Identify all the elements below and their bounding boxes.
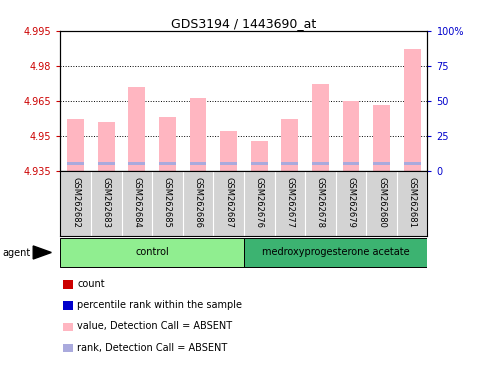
Text: agent: agent xyxy=(2,248,30,258)
Text: GSM262679: GSM262679 xyxy=(346,177,355,228)
Text: GSM262683: GSM262683 xyxy=(102,177,111,228)
Text: count: count xyxy=(77,279,105,289)
Text: control: control xyxy=(135,247,169,257)
Bar xyxy=(282,162,298,165)
Text: value, Detection Call = ABSENT: value, Detection Call = ABSENT xyxy=(77,321,232,331)
Bar xyxy=(60,238,244,267)
Bar xyxy=(67,162,84,165)
Text: percentile rank within the sample: percentile rank within the sample xyxy=(77,300,242,310)
Polygon shape xyxy=(33,246,51,259)
Text: rank, Detection Call = ABSENT: rank, Detection Call = ABSENT xyxy=(77,343,227,353)
Bar xyxy=(220,162,237,165)
Bar xyxy=(67,119,84,171)
Bar xyxy=(282,119,298,171)
Text: GSM262685: GSM262685 xyxy=(163,177,172,228)
Text: GSM262680: GSM262680 xyxy=(377,177,386,228)
Title: GDS3194 / 1443690_at: GDS3194 / 1443690_at xyxy=(171,17,316,30)
Bar xyxy=(98,162,114,165)
Bar xyxy=(312,84,329,171)
Bar xyxy=(373,162,390,165)
Bar xyxy=(251,162,268,165)
Bar xyxy=(128,87,145,171)
Text: GSM262686: GSM262686 xyxy=(194,177,202,228)
Bar xyxy=(342,162,359,165)
Bar xyxy=(190,98,206,171)
Bar xyxy=(373,106,390,171)
Text: GSM262677: GSM262677 xyxy=(285,177,294,228)
Text: GSM262682: GSM262682 xyxy=(71,177,80,228)
Bar xyxy=(159,117,176,171)
Text: GSM262687: GSM262687 xyxy=(224,177,233,228)
Text: GSM262681: GSM262681 xyxy=(408,177,417,228)
Bar xyxy=(342,101,359,171)
Bar xyxy=(159,162,176,165)
Bar xyxy=(404,50,421,171)
Bar xyxy=(251,141,268,171)
Bar xyxy=(128,162,145,165)
Text: medroxyprogesterone acetate: medroxyprogesterone acetate xyxy=(262,247,410,257)
Text: GSM262684: GSM262684 xyxy=(132,177,142,228)
Bar xyxy=(220,131,237,171)
Text: GSM262676: GSM262676 xyxy=(255,177,264,228)
Bar xyxy=(190,162,206,165)
Bar xyxy=(98,122,114,171)
Bar xyxy=(244,238,427,267)
Bar xyxy=(404,162,421,165)
Bar xyxy=(312,162,329,165)
Text: GSM262678: GSM262678 xyxy=(316,177,325,228)
